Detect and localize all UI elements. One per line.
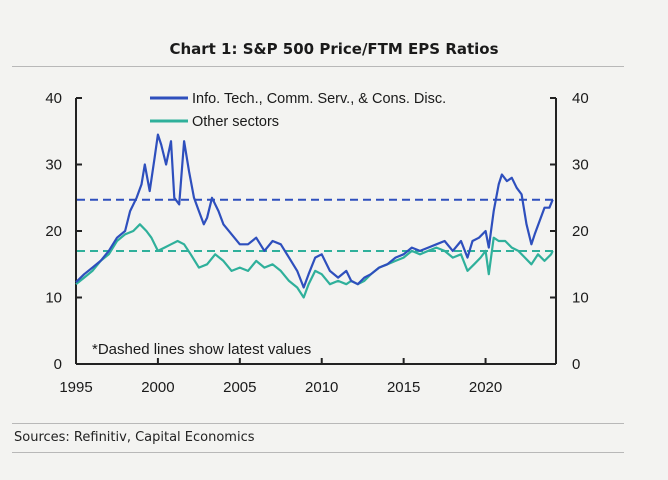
y-tick-label-right: 0 xyxy=(572,356,580,373)
source-note: Sources: Refinitiv, Capital Economics xyxy=(14,430,255,445)
axes-group xyxy=(75,98,557,365)
series-line-other xyxy=(75,223,554,299)
reference-lines-group xyxy=(77,198,555,252)
source-divider-top xyxy=(12,423,624,424)
y-tick-label-left: 40 xyxy=(45,90,62,107)
y-tick-label-left: 0 xyxy=(54,356,62,373)
series-line-tech xyxy=(75,133,554,289)
x-tick-label: 2010 xyxy=(305,379,338,396)
x-tick-label: 1995 xyxy=(59,379,92,396)
y-tick-label-left: 20 xyxy=(45,223,62,240)
y-tick-label-right: 30 xyxy=(572,157,589,174)
top-divider xyxy=(12,66,624,67)
legend-label-other: Other sectors xyxy=(192,114,279,130)
chart-annotation: *Dashed lines show latest values xyxy=(92,341,311,358)
legend: Info. Tech., Comm. Serv., & Cons. Disc. … xyxy=(150,91,446,130)
x-tick-label: 2000 xyxy=(141,379,174,396)
source-divider-bottom xyxy=(12,452,624,453)
y-tick-label-right: 10 xyxy=(572,290,589,307)
legend-label-tech: Info. Tech., Comm. Serv., & Cons. Disc. xyxy=(192,91,446,107)
y-tick-label-right: 40 xyxy=(572,90,589,107)
chart-title: Chart 1: S&P 500 Price/FTM EPS Ratios xyxy=(169,40,499,58)
x-tick-label: 2005 xyxy=(223,379,256,396)
series-group xyxy=(75,133,554,299)
y-tick-label-left: 30 xyxy=(45,157,62,174)
x-tick-label: 2015 xyxy=(387,379,420,396)
y-tick-label-right: 20 xyxy=(572,223,589,240)
x-tick-label: 2020 xyxy=(469,379,502,396)
y-tick-label-left: 10 xyxy=(45,290,62,307)
